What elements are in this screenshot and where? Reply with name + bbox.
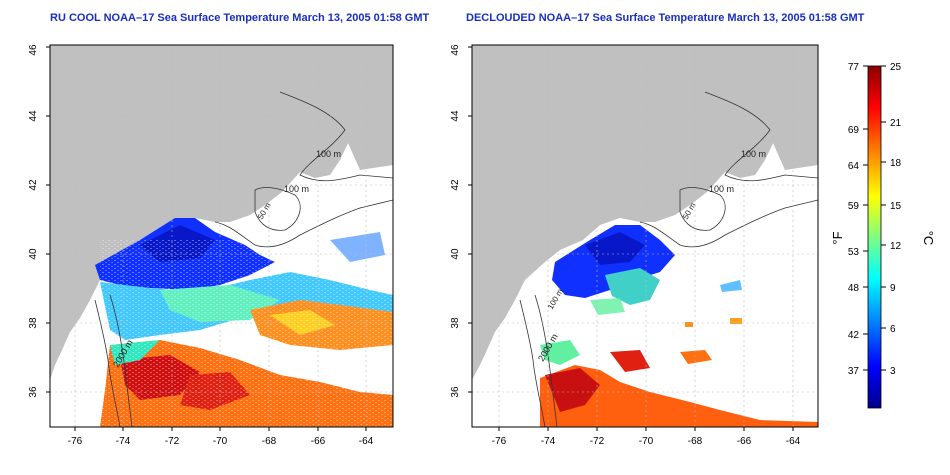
left-x-tick-label: -76 <box>68 436 83 447</box>
colorbar-f-tick: 69 <box>848 125 860 136</box>
colorbar-f-tick: 53 <box>848 247 860 258</box>
right-y-tick-label: 38 <box>450 317 461 329</box>
left-x-tick-label: -72 <box>165 436 180 447</box>
left-y-axis: 36 38 40 42 44 46 <box>28 44 50 398</box>
left-grid <box>50 45 393 427</box>
right-contour-label-1: 100 m <box>741 149 766 159</box>
right-x-tick-label: -70 <box>639 436 654 447</box>
left-x-tick-label: -74 <box>116 436 131 447</box>
colorbar-fahrenheit-label: °F <box>830 231 845 244</box>
right-x-tick-label: -74 <box>541 436 556 447</box>
left-y-tick-label: 40 <box>28 248 39 260</box>
colorbar-f-tick: 48 <box>848 283 860 294</box>
colorbar-c-tick: 12 <box>890 241 902 252</box>
left-map: 100 m 100 m 50 m 2000 m <box>49 44 394 428</box>
colorbar-c-tick: 18 <box>890 158 902 169</box>
colorbar-f-tick: 59 <box>848 201 860 212</box>
left-contour-label-1: 100 m <box>316 149 341 159</box>
colorbar-c-tick: 3 <box>890 366 896 377</box>
left-contour-label-2: 100 m <box>284 184 309 194</box>
left-y-tick-label: 44 <box>28 110 39 122</box>
colorbar-f-tick: 42 <box>848 330 860 341</box>
left-panel-title: RU COOL NOAA–17 Sea Surface Temperature … <box>50 12 430 24</box>
right-y-tick-label: 42 <box>450 179 461 191</box>
right-x-tick-label: -68 <box>688 436 703 447</box>
colorbar-gradient <box>867 65 882 409</box>
right-x-tick-label: -76 <box>492 436 507 447</box>
right-x-tick-label: -64 <box>786 436 801 447</box>
colorbar-c-tick: 25 <box>890 62 902 73</box>
left-y-tick-label: 38 <box>28 317 39 329</box>
left-x-tick-label: -64 <box>359 436 374 447</box>
colorbar-c-tick: 6 <box>890 324 896 335</box>
left-contour-shelf <box>279 91 393 182</box>
colorbar-c-tick: 15 <box>890 201 902 212</box>
right-map-frame <box>471 44 819 428</box>
right-contour-shelf <box>704 91 818 182</box>
right-x-axis: -76 -74 -72 -70 -68 -66 -64 <box>492 427 801 447</box>
left-x-tick-label: -70 <box>213 436 228 447</box>
right-grid <box>472 45 818 427</box>
right-contour-label-2: 100 m <box>709 184 734 194</box>
right-x-tick-label: -72 <box>590 436 605 447</box>
right-x-tick-label: -66 <box>737 436 752 447</box>
right-map: 100 m 100 m 50 m 100 m 2000 m <box>471 44 819 428</box>
left-x-axis: -76 -74 -72 -70 -68 -66 -64 <box>68 427 374 447</box>
right-y-tick-label: 36 <box>450 386 461 398</box>
left-y-tick-label: 42 <box>28 179 39 191</box>
colorbar-f-tick: 77 <box>848 62 860 73</box>
colorbar-f-tick: 64 <box>848 161 860 172</box>
right-y-tick-label: 40 <box>450 248 461 260</box>
left-y-tick-label: 36 <box>28 386 39 398</box>
colorbar-f-tick: 37 <box>848 366 860 377</box>
left-x-tick-label: -68 <box>262 436 277 447</box>
right-sst-warm <box>540 365 818 427</box>
right-y-axis: 36 38 40 42 44 46 <box>450 44 472 398</box>
colorbar: 77 69 64 59 53 48 42 37 25 21 18 15 12 9… <box>830 62 936 409</box>
colorbar-c-tick: 9 <box>890 283 896 294</box>
colorbar-c-tick: 21 <box>890 118 902 129</box>
left-y-tick-label: 46 <box>28 44 39 56</box>
left-x-tick-label: -66 <box>311 436 326 447</box>
colorbar-celsius-label: °C <box>921 231 936 246</box>
right-panel-title: DECLOUDED NOAA–17 Sea Surface Temperatur… <box>466 12 865 24</box>
right-y-tick-label: 44 <box>450 110 461 122</box>
left-map-frame <box>49 44 394 428</box>
right-y-tick-label: 46 <box>450 44 461 56</box>
